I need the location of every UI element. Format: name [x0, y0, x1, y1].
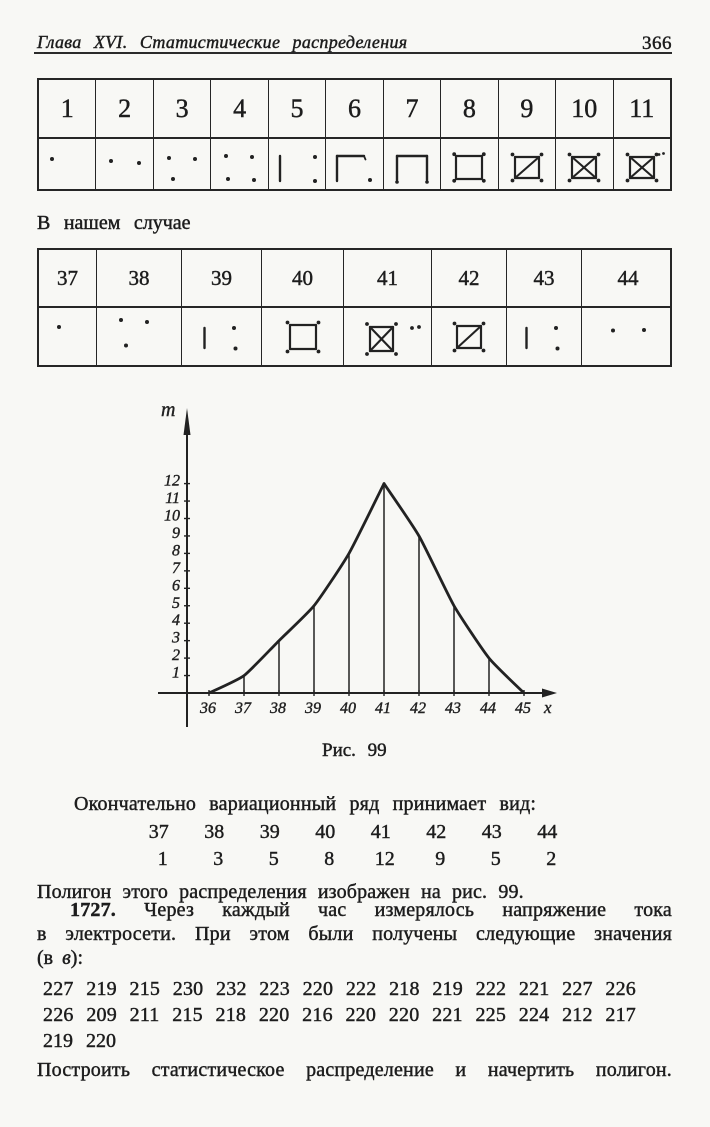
svg-text:2: 2: [172, 647, 180, 664]
svg-text:37: 37: [234, 700, 252, 717]
svg-text:8: 8: [172, 542, 180, 559]
svg-text:43: 43: [445, 700, 461, 717]
svg-text:41: 41: [375, 700, 391, 717]
svg-text:42: 42: [410, 700, 426, 717]
svg-text:x: x: [543, 698, 552, 717]
svg-text:4: 4: [172, 612, 180, 629]
svg-text:6: 6: [172, 577, 180, 594]
svg-text:3: 3: [171, 630, 180, 647]
svg-text:44: 44: [480, 700, 496, 717]
svg-text:1: 1: [172, 665, 180, 682]
svg-text:12: 12: [164, 473, 180, 490]
svg-text:45: 45: [515, 700, 531, 717]
svg-text:m: m: [161, 399, 175, 421]
svg-text:9: 9: [172, 525, 180, 542]
svg-text:10: 10: [164, 508, 180, 525]
svg-text:11: 11: [165, 490, 180, 507]
svg-text:40: 40: [340, 700, 356, 717]
svg-text:38: 38: [269, 700, 286, 717]
svg-text:5: 5: [172, 595, 180, 612]
svg-text:7: 7: [172, 560, 181, 577]
svg-text:39: 39: [304, 700, 321, 717]
svg-text:36: 36: [199, 700, 216, 717]
